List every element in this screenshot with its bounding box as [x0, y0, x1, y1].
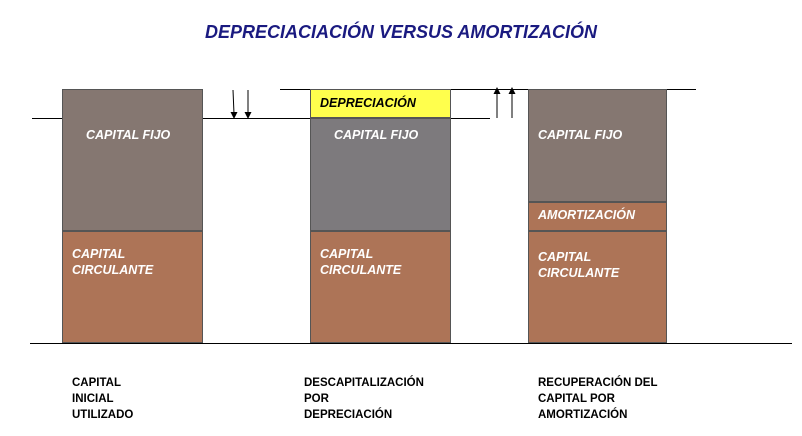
column2-capital-fijo-block [310, 118, 451, 231]
column2-depreciacion-block [310, 89, 451, 118]
column3-capital-fijo-block [528, 89, 667, 202]
base-line [30, 343, 792, 344]
column1-caption: CAPITAL INICIAL UTILIZADO [72, 377, 134, 421]
column3-amortizacion-block [528, 202, 667, 231]
column3-amortizacion-label: AMORTIZACIÓN [538, 208, 635, 222]
column2-caption: DESCAPITALIZACIÓN POR DEPRECIACIÓN [304, 377, 424, 421]
column2-depreciacion-label: DEPRECIACIÓN [320, 96, 416, 110]
column2-capital-circulante-label: CAPITAL CIRCULANTE [320, 247, 402, 277]
top-level-line-left [32, 118, 490, 119]
column3-capital-circulante-block [528, 231, 667, 343]
column3-capital-circulante-label: CAPITAL CIRCULANTE [538, 250, 620, 280]
up-arrows-icon [493, 87, 516, 118]
column2-capital-circulante-block [310, 231, 451, 343]
top-level-line-right [280, 89, 696, 90]
column2-capital-fijo-label: CAPITAL FIJO [334, 128, 419, 142]
down-arrows-icon [230, 89, 252, 119]
column1-capital-fijo-label: CAPITAL FIJO [86, 128, 171, 142]
column3-capital-fijo-label: CAPITAL FIJO [538, 128, 623, 142]
column1-capital-circulante-block [62, 231, 203, 343]
column1-capital-circulante-label: CAPITAL CIRCULANTE [72, 247, 154, 277]
column3-caption: RECUPERACIÓN DEL CAPITAL POR AMORTIZACIÓ… [538, 377, 658, 421]
column1-capital-fijo-block [62, 89, 203, 231]
diagram-title: DEPRECIACIACIÓN VERSUS AMORTIZACIÓN [204, 22, 598, 42]
